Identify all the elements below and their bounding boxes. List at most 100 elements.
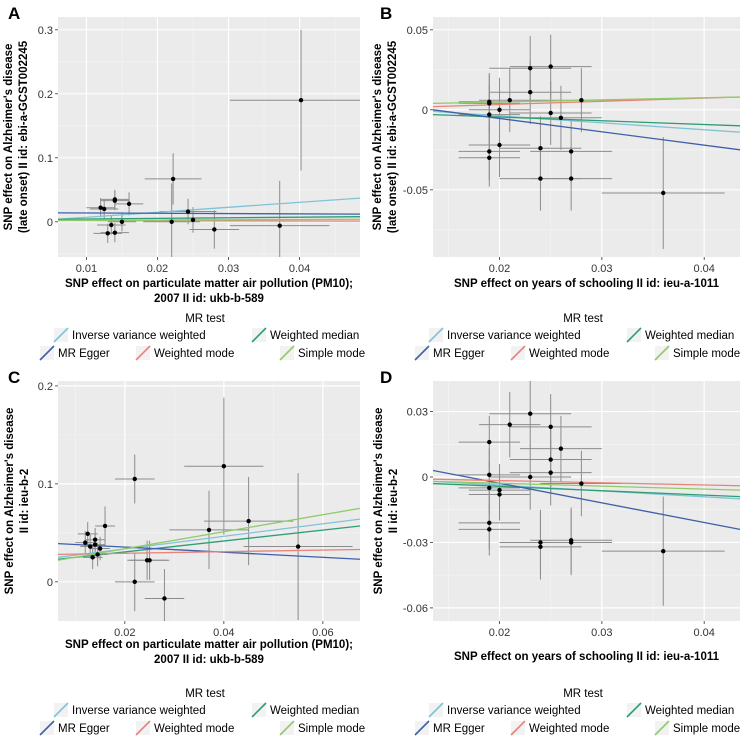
legend-key-line	[626, 702, 642, 718]
plot-area	[58, 397, 360, 621]
legend-key-line	[428, 327, 444, 343]
data-point	[298, 98, 304, 103]
legend-key-line	[53, 327, 69, 343]
legend-item-label: Weighted median	[645, 705, 734, 717]
data-point	[170, 176, 176, 182]
legend: MR test Inverse variance weighted Weighted…	[39, 313, 365, 361]
x-tick-label: 0.02	[147, 263, 168, 275]
y-tick-label: 0.2	[38, 381, 53, 393]
x-axis-title: 2007 II id: ukb-b-589	[154, 654, 264, 666]
legend-key-line	[654, 345, 670, 361]
data-point	[487, 472, 492, 478]
data-point	[190, 217, 196, 223]
x-tick-label: 0.03	[591, 627, 612, 639]
data-point	[132, 579, 137, 585]
data-point	[169, 219, 174, 224]
data-point	[538, 544, 543, 550]
legend-item-label: Weighted mode	[154, 723, 234, 735]
regression-line-simple-mode	[433, 96, 740, 105]
plot-area	[58, 29, 360, 257]
y-tick-label: -0.05	[403, 185, 428, 197]
data-point	[221, 464, 227, 469]
y-tick-label: 0.05	[407, 25, 428, 37]
panel-C: 0.02 0.04 0.06 0 0.1 0.2 C SNP effect on Alzhei…	[4, 368, 365, 736]
y-tick-label: -0.06	[403, 603, 428, 615]
legend-item-label: Simple mode	[673, 348, 740, 360]
data-point	[206, 527, 212, 533]
data-point	[101, 206, 107, 212]
y-tick-label: 0.3	[38, 25, 53, 37]
data-point	[548, 424, 553, 430]
y-tick-label: 0.1	[38, 153, 53, 165]
data-point	[246, 518, 251, 524]
regression-line-simple-mode	[58, 218, 360, 222]
data-point	[528, 90, 533, 95]
data-point	[185, 209, 191, 214]
y-axis-title: SNP effect on Alzheimer's disease	[373, 408, 385, 595]
y-tick-label: 0	[422, 472, 428, 484]
regression-line-weighted-median	[433, 482, 740, 498]
legend: MR test Inverse variance weighted Weighted…	[39, 688, 365, 736]
legend-key-line	[626, 327, 642, 343]
data-point	[147, 558, 152, 563]
legend-key-line	[279, 720, 295, 736]
regression-line-weighted-mode	[58, 548, 360, 556]
data-point	[487, 485, 492, 491]
data-point	[132, 476, 137, 482]
data-point	[487, 439, 492, 445]
y-axis-title: II id: ieu-b-2	[388, 469, 400, 534]
legend-item-label: Weighted median	[645, 330, 734, 342]
legend-item-label: Weighted mode	[529, 723, 609, 735]
legend-item-label: Weighted median	[270, 330, 359, 342]
data-point	[109, 222, 114, 228]
data-point	[528, 411, 533, 416]
regression-line-weighted-median	[58, 216, 360, 220]
x-tick-label: 0.04	[693, 627, 714, 639]
y-axis-title: (late onset) II id: ebi-a-GCST002245	[387, 40, 399, 233]
y-axis-title: SNP effect on Alzheimer's disease	[4, 408, 16, 595]
data-point	[507, 422, 512, 427]
x-tick-label: 0.04	[289, 263, 310, 275]
data-point	[97, 546, 103, 551]
regression-line-mr-egger	[433, 109, 740, 151]
data-point	[83, 540, 88, 545]
data-point	[548, 470, 553, 475]
legend-key-line	[251, 702, 267, 718]
data-point	[87, 544, 93, 549]
data-point	[487, 101, 492, 106]
x-tick-label: 0.02	[489, 263, 510, 275]
data-point	[102, 523, 108, 529]
x-axis-title: SNP effect on years of schooling II id: …	[454, 278, 720, 290]
data-point	[85, 531, 90, 537]
data-point	[579, 481, 584, 486]
data-point	[538, 540, 543, 545]
data-point	[112, 230, 118, 235]
data-point	[558, 115, 564, 121]
x-tick-label: 0.04	[693, 263, 714, 275]
data-point	[528, 474, 533, 480]
y-tick-label: 0.1	[38, 479, 53, 491]
legend-key-line	[39, 345, 55, 361]
legend-item-label: Weighted mode	[154, 348, 234, 360]
legend-key-line	[251, 327, 267, 343]
legend: MR test Inverse variance weighted Weighted…	[414, 688, 740, 736]
y-tick-label: 0	[47, 217, 53, 229]
data-point	[487, 112, 492, 117]
x-tick-label: 0.03	[218, 263, 239, 275]
data-point	[126, 201, 132, 207]
data-point	[568, 540, 574, 545]
legend: MR test Inverse variance weighted Weighted…	[414, 313, 740, 361]
data-point	[497, 487, 502, 493]
data-point	[92, 537, 98, 542]
legend-item-label: Inverse variance weighted	[447, 330, 581, 342]
data-point	[568, 149, 574, 154]
legend-title: MR test	[185, 313, 225, 325]
plot-area	[433, 381, 740, 606]
panel-letter: B	[380, 4, 392, 23]
data-point	[579, 98, 584, 103]
y-axis-title: SNP effect on Alzheimer's disease	[372, 44, 384, 231]
x-axis-title: 2007 II id: ukb-b-589	[154, 293, 264, 305]
data-point	[105, 231, 110, 236]
legend-title: MR test	[185, 688, 225, 700]
